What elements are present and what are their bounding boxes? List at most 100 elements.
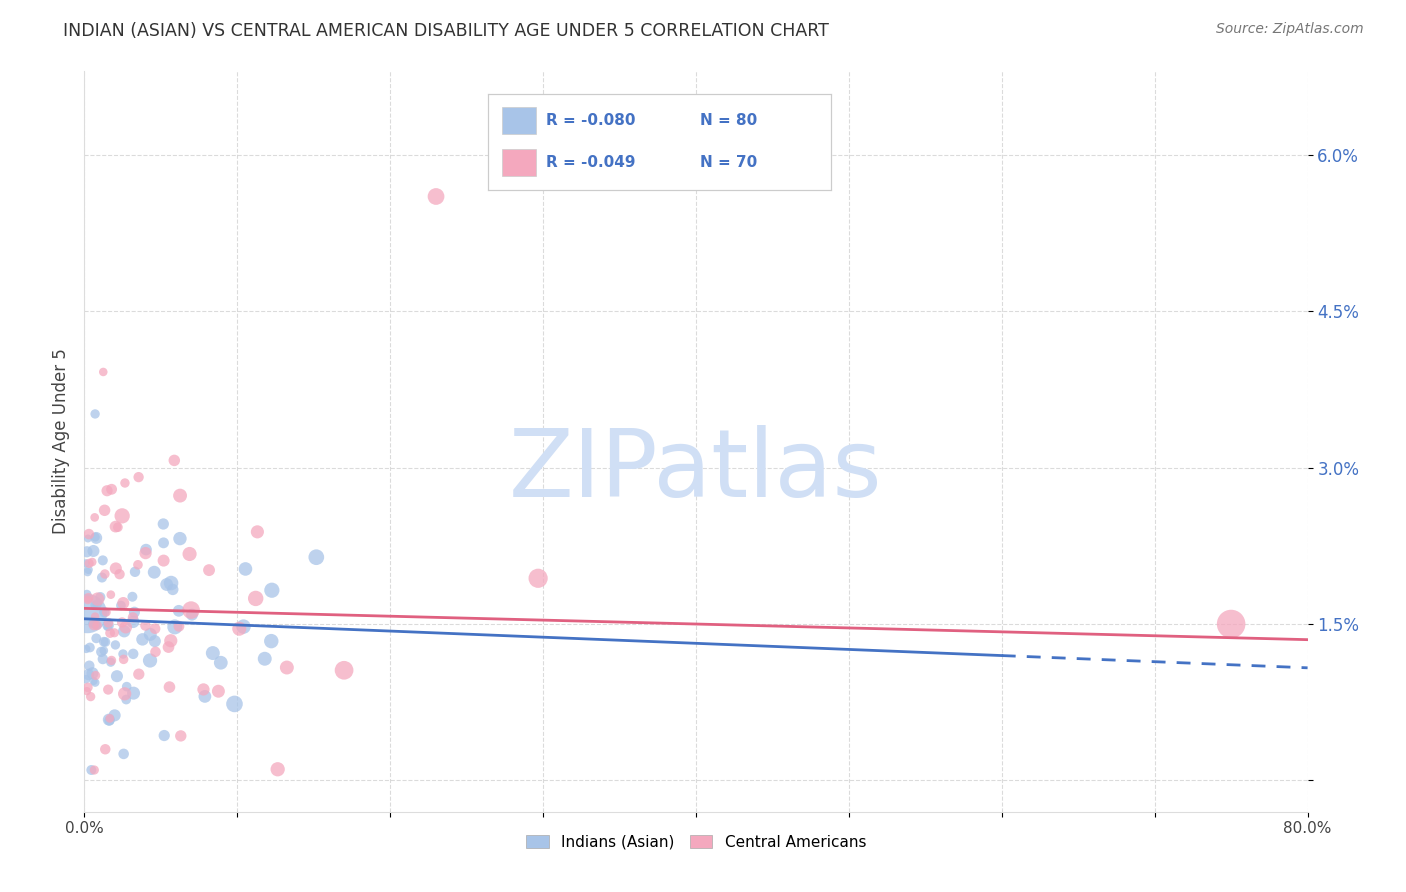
Point [94,567,117,582]
Point [96,605,118,619]
Point [94,742,117,756]
Point [135,546,157,560]
Point [82,544,104,558]
Point [83,618,105,632]
Point [76,684,98,698]
Point [333,663,356,677]
Point [1220,617,1243,632]
Point [77,667,100,681]
Point [84,407,107,421]
Point [122,615,145,629]
Point [84,632,107,646]
Point [122,686,145,700]
Point [201,646,224,660]
Point [159,680,181,694]
Point [111,647,134,661]
Point [86,618,108,632]
Point [169,489,191,503]
Point [139,653,162,667]
Point [84,617,107,632]
Point [152,516,174,531]
Point [128,667,150,681]
Text: INDIAN (ASIAN) VS CENTRAL AMERICAN DISABILITY AGE UNDER 5 CORRELATION CHART: INDIAN (ASIAN) VS CENTRAL AMERICAN DISAB… [63,22,830,40]
Point [232,619,254,633]
Point [163,620,186,634]
Point [127,558,149,572]
Point [75,556,97,570]
Point [128,470,150,484]
Point [198,563,221,577]
Point [115,692,138,706]
Point [91,365,114,379]
Point [79,658,101,673]
Point [122,610,145,624]
Point [93,643,115,657]
Point [180,603,202,617]
Point [143,566,166,580]
Point [76,545,98,559]
Point [124,565,146,579]
Point [224,697,246,711]
Point [114,475,136,490]
Point [104,708,127,723]
Point [112,747,135,761]
Point [104,519,127,533]
Point [115,680,138,694]
Point [181,607,204,622]
Point [260,583,283,598]
Point [108,567,131,582]
Point [246,524,269,539]
Point [122,647,145,661]
Point [124,605,146,619]
Point [79,640,101,655]
Point [82,666,104,681]
Point [91,553,114,567]
Point [104,638,127,652]
Point [83,598,105,612]
Point [77,527,100,541]
Point [84,675,107,690]
Point [167,604,190,618]
Point [97,619,120,633]
Point [114,687,136,701]
Point [100,483,122,497]
Text: ZIPatlas: ZIPatlas [509,425,883,517]
Point [100,653,122,667]
Point [235,562,257,576]
Point [84,530,107,544]
Point [145,645,167,659]
Point [97,615,120,630]
Legend: Indians (Asian), Central Americans: Indians (Asian), Central Americans [520,829,872,856]
Point [527,571,550,585]
Point [207,684,229,698]
Point [179,547,201,561]
Point [98,714,121,728]
Point [228,622,250,636]
Point [98,711,121,725]
Point [76,565,98,579]
Point [112,652,135,666]
Point [77,563,100,577]
Point [104,561,127,575]
Point [82,555,104,569]
Point [107,520,129,534]
Point [266,762,288,776]
Point [139,627,162,641]
Point [245,591,267,606]
Point [96,483,118,498]
Point [157,640,180,654]
Point [105,669,128,683]
Point [97,713,120,727]
Point [260,634,283,648]
Point [156,577,179,591]
Point [84,609,107,624]
Point [93,634,115,648]
Point [84,668,107,682]
Point [135,542,157,557]
Point [77,557,100,571]
Point [82,616,104,631]
Point [111,508,134,523]
Point [97,682,120,697]
Point [153,729,176,743]
Point [75,672,97,686]
